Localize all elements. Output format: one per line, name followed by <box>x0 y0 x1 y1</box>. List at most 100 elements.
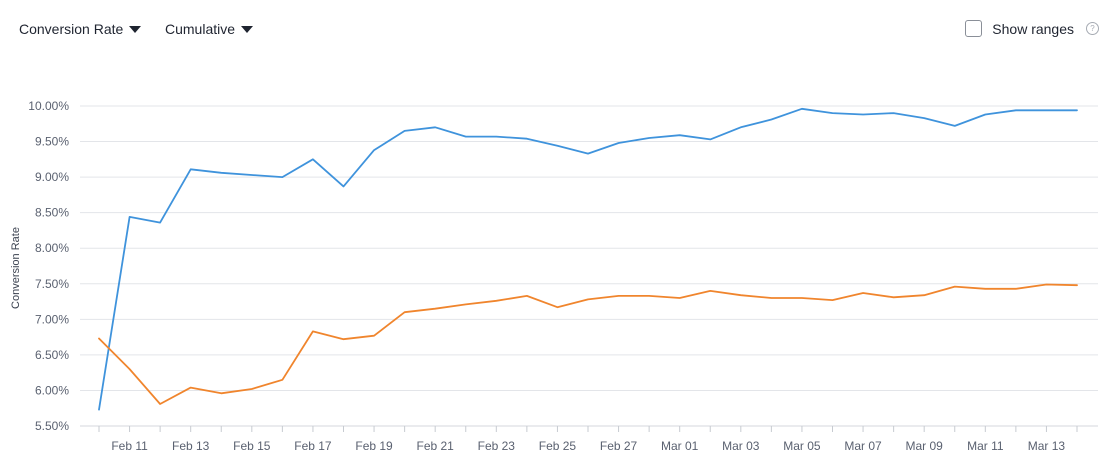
x-tick-label: Mar 03 <box>722 439 760 453</box>
data-point <box>1013 286 1018 291</box>
data-point <box>1044 282 1049 287</box>
x-tick-label: Mar 11 <box>967 439 1004 453</box>
data-point <box>1013 108 1018 113</box>
x-tick-label: Mar 07 <box>844 439 882 453</box>
data-point <box>249 172 254 177</box>
data-point <box>494 298 499 303</box>
data-point <box>524 293 529 298</box>
data-point <box>433 306 438 311</box>
y-tick-label: 10.00% <box>28 99 69 113</box>
mode-dropdown[interactable]: Cumulative <box>165 21 254 37</box>
data-point <box>586 151 591 156</box>
data-point <box>830 111 835 116</box>
data-point <box>402 128 407 133</box>
y-tick-label: 8.00% <box>35 241 69 255</box>
data-point <box>769 117 774 122</box>
data-point <box>463 134 468 139</box>
data-point <box>127 367 132 372</box>
y-axis-label: Conversion Rate <box>10 227 22 309</box>
data-point <box>738 293 743 298</box>
data-point <box>402 310 407 315</box>
data-point <box>922 116 927 121</box>
data-point <box>861 291 866 296</box>
help-icon[interactable]: ? <box>1086 22 1099 35</box>
y-tick-label: 8.50% <box>35 206 69 220</box>
data-point <box>127 214 132 219</box>
series-line-1 <box>98 107 1078 411</box>
data-point <box>433 125 438 130</box>
data-point <box>708 288 713 293</box>
data-point <box>952 284 957 289</box>
data-point <box>341 337 346 342</box>
data-point <box>922 293 927 298</box>
data-point <box>310 329 315 334</box>
data-point <box>861 112 866 117</box>
data-point <box>586 297 591 302</box>
x-tick-label: Feb 27 <box>600 439 638 453</box>
data-point <box>280 175 285 180</box>
data-point <box>1044 108 1049 113</box>
data-point <box>891 111 896 116</box>
data-point <box>219 391 224 396</box>
data-point <box>524 136 529 141</box>
x-tick-label: Mar 01 <box>661 439 699 453</box>
y-tick-label: 7.00% <box>35 312 69 326</box>
data-point <box>677 296 682 301</box>
data-point <box>769 296 774 301</box>
data-point <box>555 305 560 310</box>
data-point <box>555 143 560 148</box>
data-point <box>983 112 988 117</box>
data-point <box>463 302 468 307</box>
show-ranges-label[interactable]: Show ranges <box>992 20 1074 37</box>
data-point <box>647 136 652 141</box>
data-point <box>494 134 499 139</box>
data-point <box>219 170 224 175</box>
x-tick-label: Feb 13 <box>172 439 210 453</box>
data-point <box>280 377 285 382</box>
y-tick-label: 5.50% <box>35 419 69 433</box>
caret-down-icon <box>129 26 142 33</box>
data-point <box>891 295 896 300</box>
data-point <box>799 106 804 111</box>
metric-dropdown[interactable]: Conversion Rate <box>19 21 142 37</box>
data-point <box>738 125 743 130</box>
grid-lines <box>80 105 1098 427</box>
x-tick-label: Feb 15 <box>233 439 271 453</box>
y-tick-label: 9.00% <box>35 170 69 184</box>
data-point <box>97 336 102 341</box>
mode-dropdown-label: Cumulative <box>165 21 236 37</box>
data-point <box>188 167 193 172</box>
x-tick-label: Feb 21 <box>417 439 455 453</box>
data-point <box>952 123 957 128</box>
chart-toolbar: Conversion Rate Cumulative Show ranges ? <box>0 0 1119 60</box>
x-tick-label: Mar 05 <box>783 439 821 453</box>
y-tick-label: 7.50% <box>35 277 69 291</box>
x-tick-label: Feb 19 <box>355 439 393 453</box>
y-tick-label: 6.00% <box>35 383 69 397</box>
x-tick-label: Feb 25 <box>539 439 577 453</box>
data-point <box>158 220 163 225</box>
x-tick-label: Feb 23 <box>478 439 516 453</box>
series-line-2 <box>98 283 1078 405</box>
data-point <box>708 137 713 142</box>
x-axis-ticks: Feb 11 Feb 13 Feb 15 Feb 17 Feb 19 Feb 21 Feb … <box>98 426 1078 453</box>
x-tick-label: Feb 17 <box>294 439 332 453</box>
data-point <box>310 157 315 162</box>
data-point <box>341 184 346 189</box>
show-ranges-checkbox[interactable] <box>965 20 983 37</box>
metric-dropdown-label: Conversion Rate <box>19 21 124 37</box>
data-point <box>616 293 621 298</box>
data-point <box>677 133 682 138</box>
x-tick-label: Mar 13 <box>1028 439 1066 453</box>
data-point <box>372 333 377 338</box>
x-tick-label: Feb 11 <box>111 439 148 453</box>
show-ranges-control: Show ranges ? <box>965 20 1099 37</box>
data-point <box>983 286 988 291</box>
data-point <box>372 148 377 153</box>
y-tick-label: 9.50% <box>35 135 69 149</box>
data-point <box>647 293 652 298</box>
data-point <box>799 296 804 301</box>
y-axis-ticks: 10.00% 9.50% 9.00% 8.50% 8.00% 7.50% 7.00% 6.50… <box>28 99 69 433</box>
data-point <box>249 387 254 392</box>
